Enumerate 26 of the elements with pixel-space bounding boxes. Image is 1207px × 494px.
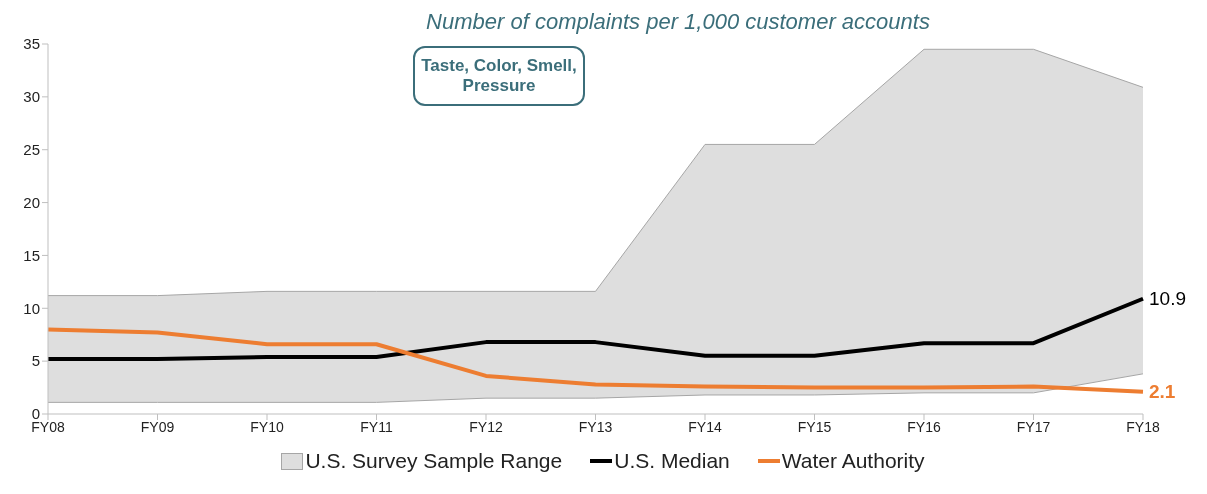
legend-label: Water Authority bbox=[781, 449, 925, 473]
x-tick-label: FY11 bbox=[360, 418, 393, 435]
y-tick-label: 5 bbox=[31, 352, 40, 370]
y-tick-label: 30 bbox=[23, 88, 40, 106]
x-tick-label: FY09 bbox=[140, 418, 175, 435]
x-tick-label: FY17 bbox=[1016, 418, 1051, 435]
x-tick-label: FY14 bbox=[688, 418, 722, 435]
x-tick-label: FY16 bbox=[907, 418, 941, 435]
y-tick-label: 10 bbox=[23, 299, 40, 317]
y-tick-label: 35 bbox=[23, 35, 40, 53]
legend-label: U.S. Survey Sample Range bbox=[305, 449, 563, 473]
x-tick-label: FY15 bbox=[797, 418, 832, 435]
annotation: Taste, Color, Smell, Pressure bbox=[413, 46, 585, 106]
y-tick-label: 20 bbox=[23, 193, 40, 211]
x-tick-label: FY18 bbox=[1126, 418, 1160, 435]
x-tick-label: FY12 bbox=[469, 418, 503, 435]
line-series bbox=[46, 296, 1145, 362]
y-tick-label: 15 bbox=[23, 246, 40, 264]
chart-title: Number of complaints per 1,000 customer accounts bbox=[425, 8, 931, 36]
x-tick-label: FY13 bbox=[578, 418, 613, 435]
line-series bbox=[46, 327, 1145, 394]
data-label: 10.9 bbox=[1149, 288, 1186, 310]
y-tick-label: 25 bbox=[23, 141, 40, 159]
x-tick-label: FY10 bbox=[250, 418, 284, 435]
legend-label: U.S. Median bbox=[614, 449, 730, 473]
data-label: 2.1 bbox=[1149, 381, 1176, 403]
